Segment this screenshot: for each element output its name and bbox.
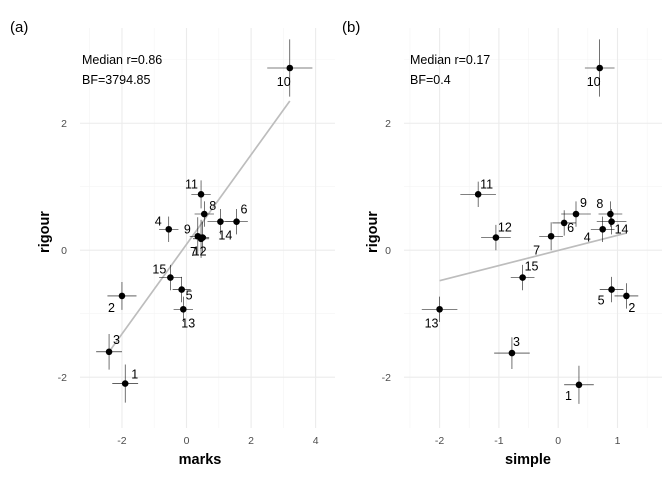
data-point (547, 232, 555, 240)
point-label: 9 (580, 196, 587, 210)
point-label: 10 (587, 75, 601, 89)
data-point (492, 234, 500, 241)
data-point (233, 218, 240, 225)
point-label: 15 (152, 263, 166, 277)
panel-b-tag: (b) (342, 19, 360, 36)
regression-line (108, 100, 291, 353)
data-point (596, 64, 604, 72)
panel-b-y-axis-title: rigour (365, 211, 381, 253)
point-label: 5 (186, 289, 193, 303)
data-point (508, 349, 516, 357)
x-tick-label: -1 (494, 435, 503, 447)
regression-line (439, 232, 627, 282)
data-point (121, 380, 129, 387)
data-point (165, 225, 173, 233)
x-tick-label: -2 (435, 435, 444, 447)
panel-a-ticks: -2 0 2 4 -2 0 2 (58, 118, 319, 447)
point-label: 6 (567, 221, 574, 235)
panel-a-tag: (a) (10, 19, 28, 36)
x-tick-label: 4 (313, 435, 319, 447)
data-point (105, 348, 113, 356)
x-tick-label: 2 (248, 435, 254, 447)
data-point (197, 191, 205, 198)
data-point (608, 218, 615, 225)
panel-b-median-r: Median r=0.17 (410, 53, 490, 67)
x-tick-label: 0 (555, 435, 561, 447)
point-label: 7 (533, 243, 540, 257)
y-tick-label: 2 (61, 118, 67, 130)
point-label: 9 (184, 222, 191, 236)
y-tick-label: -2 (382, 372, 391, 384)
data-point (519, 274, 526, 281)
point-label: 2 (628, 301, 635, 315)
point-label: 14 (218, 229, 232, 243)
point-label: 11 (480, 177, 493, 191)
point-label: 2 (108, 301, 115, 315)
x-tick-label: -2 (117, 435, 126, 447)
data-point (572, 210, 580, 218)
point-label: 8 (596, 197, 603, 211)
data-point (118, 292, 126, 300)
point-label: 10 (277, 75, 291, 89)
point-label: 1 (565, 389, 572, 403)
data-point (217, 218, 224, 225)
data-point (599, 225, 606, 233)
data-point (607, 210, 614, 218)
panel-b-ticks: -2 -1 0 1 -2 0 2 (382, 118, 621, 447)
data-point (560, 219, 568, 227)
point-label: 4 (155, 214, 162, 228)
y-tick-label: 0 (385, 245, 391, 257)
y-tick-label: -2 (58, 372, 67, 384)
panel-a-bayes-factor: BF=3794.85 (82, 73, 151, 87)
point-label: 8 (209, 199, 216, 213)
point-label: 13 (181, 316, 195, 330)
point-label: 7 (190, 245, 197, 259)
data-point (178, 286, 185, 293)
panel-a-y-axis-title: rigour (37, 211, 53, 253)
point-label: 1 (131, 368, 138, 382)
point-label: 6 (241, 203, 248, 217)
point-label: 14 (615, 223, 629, 237)
data-point (167, 274, 174, 281)
data-point (474, 191, 482, 198)
point-label: 12 (193, 245, 207, 259)
x-tick-label: 0 (184, 435, 190, 447)
data-point (286, 64, 294, 72)
data-point (199, 234, 206, 241)
data-point (436, 305, 443, 313)
panel-a-fit (108, 100, 291, 353)
data-point (608, 286, 615, 293)
x-tick-label: 1 (615, 435, 621, 447)
panel-b-fit (439, 232, 627, 282)
point-label: 3 (513, 335, 520, 349)
panel-a-x-axis-title: marks (179, 452, 222, 468)
panel-a-median-r: Median r=0.86 (82, 53, 162, 67)
point-label: 15 (525, 260, 539, 274)
panel-b-bayes-factor: BF=0.4 (410, 73, 451, 87)
panel-b-grid (404, 28, 662, 428)
data-point (623, 292, 630, 300)
point-label: 12 (498, 221, 512, 235)
point-label: 13 (425, 316, 439, 330)
panel-a-grid (80, 28, 335, 428)
data-point (575, 381, 583, 389)
data-point (200, 210, 208, 218)
point-label: 11 (185, 177, 198, 191)
panel-b-x-axis-title: simple (505, 452, 551, 468)
point-label: 3 (113, 333, 120, 347)
data-point (179, 305, 187, 313)
point-label: 5 (598, 294, 605, 308)
y-tick-label: 0 (61, 245, 67, 257)
y-tick-label: 2 (385, 118, 391, 130)
point-label: 4 (584, 230, 591, 244)
